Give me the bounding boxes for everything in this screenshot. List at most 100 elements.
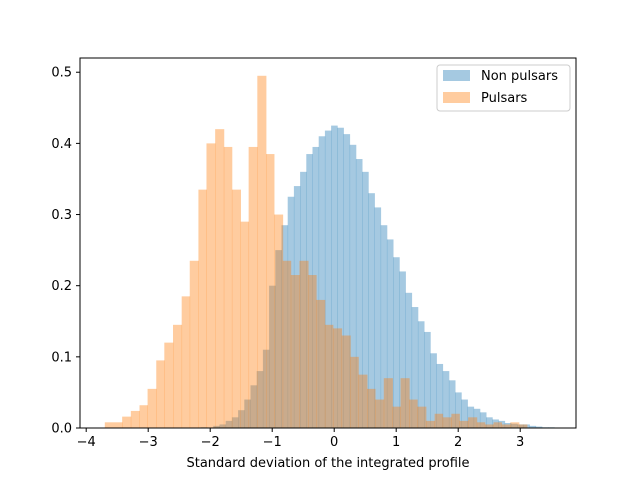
legend-label-pulsars: Pulsars	[481, 91, 528, 106]
histogram-bar	[130, 410, 140, 428]
histogram-bar	[459, 420, 469, 428]
pulsars-bars	[104, 75, 528, 428]
histogram-bar	[523, 424, 530, 428]
histogram-bar	[455, 392, 462, 428]
histogram-bar	[380, 225, 388, 428]
histogram-bar	[316, 299, 326, 428]
histogram-bar	[535, 426, 543, 428]
histogram-bar	[238, 410, 245, 428]
histogram-bar	[306, 154, 313, 428]
x-tick-label: −2	[201, 435, 220, 450]
histogram-bar	[367, 388, 376, 428]
non-pulsars-bars	[200, 125, 555, 429]
histogram-bar	[331, 125, 338, 428]
histogram-bar	[198, 189, 207, 428]
histogram-bar	[405, 292, 413, 428]
histogram-bar	[493, 422, 502, 428]
histogram-bar	[231, 417, 239, 428]
histogram-bar	[343, 134, 351, 428]
legend-swatch-pulsars	[443, 92, 470, 103]
histogram-bar	[375, 399, 385, 428]
histogram-bar	[436, 363, 444, 428]
x-axis-ticks: −4 −3 −2 −1 0 1 2 3	[77, 428, 524, 450]
histogram-bar	[468, 417, 478, 428]
y-tick-label: 0.4	[51, 137, 72, 152]
histogram-bar	[358, 374, 368, 428]
histogram-bar	[269, 285, 276, 428]
histogram-bar	[337, 127, 344, 428]
histogram-bar	[486, 417, 493, 428]
histogram-bar	[448, 380, 456, 428]
histogram-bar	[156, 360, 165, 428]
histogram-bar	[225, 420, 233, 428]
histogram-bar	[417, 406, 427, 428]
histogram-bar	[244, 399, 251, 428]
histogram-bar	[181, 296, 191, 428]
histogram-bar	[250, 385, 258, 428]
x-tick-label: −3	[139, 435, 158, 450]
histogram-bar	[122, 416, 132, 428]
histogram-bar	[248, 146, 258, 428]
histogram-bar	[417, 321, 425, 428]
histogram-bar	[312, 146, 320, 428]
histogram-bar	[425, 420, 436, 428]
histogram-bar	[240, 221, 250, 428]
histogram-bar	[287, 196, 295, 428]
histogram-bar	[517, 424, 524, 428]
histogram-bar	[341, 335, 351, 428]
x-tick-label: −4	[77, 435, 96, 450]
histogram-bar	[223, 146, 233, 428]
histogram-bar	[173, 324, 183, 428]
histogram-bar	[430, 353, 437, 428]
histogram-bar	[476, 422, 486, 428]
y-tick-label: 0.2	[51, 279, 72, 294]
histogram-bar	[213, 425, 220, 428]
histogram-bar	[383, 378, 393, 428]
legend: Non pulsars Pulsars	[436, 64, 571, 112]
histogram-bar	[139, 405, 148, 428]
y-tick-label: 0.5	[51, 66, 72, 81]
histogram-bar	[164, 342, 174, 428]
histogram-bar	[324, 130, 332, 428]
histogram-bar	[349, 144, 357, 428]
histogram-bar	[293, 186, 301, 428]
histogram-bar	[411, 307, 419, 428]
histogram-bar	[451, 413, 460, 428]
histogram-bar	[529, 425, 537, 428]
legend-label-non-pulsars: Non pulsars	[481, 69, 558, 84]
histogram-bar	[484, 424, 494, 428]
histogram-bar	[473, 408, 481, 428]
histogram-bar	[350, 356, 359, 428]
histogram-bar	[266, 154, 275, 428]
histogram-bar	[318, 136, 326, 428]
histogram-bar	[262, 349, 270, 428]
histogram-bar	[492, 419, 499, 428]
histogram-bar	[355, 159, 363, 429]
axes-frame	[79, 57, 577, 429]
histogram-bar	[409, 399, 418, 428]
histogram-bar	[275, 250, 282, 428]
histogram-bar	[274, 214, 284, 428]
legend-swatch-non-pulsars	[443, 70, 470, 81]
histogram-bar	[282, 260, 292, 428]
histogram-bar	[215, 129, 225, 428]
histogram-bar	[424, 331, 431, 428]
histogram-bar	[231, 189, 241, 428]
histogram-bar	[206, 143, 216, 428]
histogram-bar	[442, 417, 452, 428]
histogram-bar	[324, 324, 334, 428]
histogram-bar	[308, 275, 317, 428]
x-tick-label: −1	[263, 435, 282, 450]
histogram-bar	[299, 260, 309, 428]
histogram-bar	[386, 239, 394, 428]
histogram-bar	[300, 171, 307, 428]
histogram-bar	[501, 424, 511, 428]
histogram-bar	[189, 260, 199, 428]
histogram-bar	[510, 423, 518, 428]
histogram-bar	[257, 75, 267, 428]
x-tick-label: 0	[330, 435, 338, 450]
histogram-bar	[332, 328, 343, 428]
histogram-bar	[479, 412, 487, 428]
histogram-bar	[147, 388, 157, 428]
